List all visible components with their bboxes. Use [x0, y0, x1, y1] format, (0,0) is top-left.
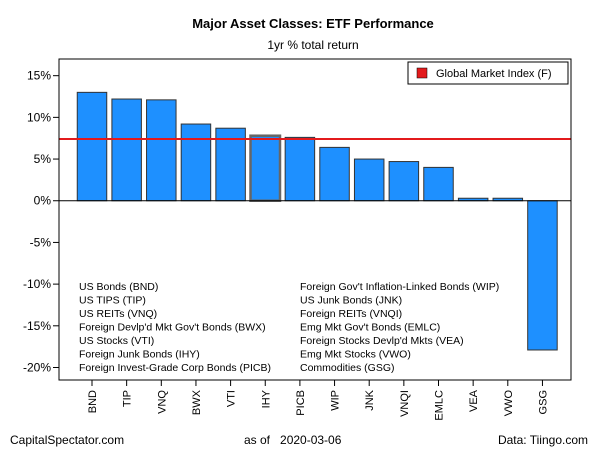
ticker-key-entry: Emg Mkt Gov't Bonds (EMLC): [300, 322, 440, 334]
ticker-key-entry: Foreign Gov't Inflation-Linked Bonds (WI…: [300, 281, 499, 293]
ticker-key-entry: Foreign Invest-Grade Corp Bonds (PICB): [79, 362, 271, 374]
ticker-key-entry: Foreign Stocks Devlp'd Mkts (VEA): [300, 335, 464, 347]
ticker-key-entry: Commodities (GSG): [300, 362, 395, 374]
ticker-key-left: US Bonds (BND) US TIPS (TIP)US REITs (VNQ…: [79, 281, 271, 374]
bar-bwx: [180, 123, 212, 202]
ticker-key-entry: US Stocks (VTI): [79, 335, 154, 347]
bar-picb: [284, 136, 316, 202]
ticker-key-entry: Foreign REITs (VNQI): [300, 308, 402, 320]
bars: [59, 91, 571, 351]
y-tick-label: 10%: [27, 110, 51, 124]
ticker-key-entry: US TIPS (TIP): [79, 295, 146, 307]
y-tick-label: 0%: [34, 194, 52, 208]
legend-label: Global Market Index (F): [436, 68, 552, 80]
ticker-key-entry: US Junk Bonds (JNK): [300, 295, 402, 307]
footer-right: Data: Tiingo.com: [497, 433, 588, 447]
y-tick-label: -20%: [23, 360, 51, 374]
bar-tip: [111, 98, 142, 202]
y-tick-label: -10%: [23, 277, 51, 291]
plot-frame: [58, 58, 572, 381]
x-tick-label: IHY: [260, 389, 272, 408]
bar-emlc: [423, 166, 454, 202]
ticker-key-entry: Emg Mkt Stocks (VWO): [300, 349, 411, 361]
ticker-key-entry: Foreign Junk Bonds (IHY): [79, 349, 200, 361]
x-tick-label: WIP: [330, 390, 342, 411]
x-tick-label: BND: [87, 390, 99, 413]
x-tick-label: TIP: [122, 390, 134, 407]
x-axis: BND TIP VNQ BWX VTI IHY PICB WIP JNK VNQI EMLC VEA V…: [87, 380, 549, 421]
bar-vti: [215, 127, 246, 202]
x-tick-label: PICB: [295, 390, 307, 416]
x-tick-label: EMLC: [434, 390, 446, 421]
footer-left: CapitalSpectator.com: [10, 433, 125, 447]
y-tick-label: -15%: [23, 319, 51, 333]
bar-vnqi: [388, 161, 420, 202]
bar-gsg: [527, 200, 558, 351]
bar-bnd: [76, 91, 108, 202]
x-tick-label: VTI: [226, 390, 238, 407]
ticker-key: US Bonds (BND) US TIPS (TIP)US REITs (VNQ…: [62, 272, 512, 378]
x-tick-label: BWX: [191, 389, 203, 415]
bar-jnk: [353, 158, 385, 202]
bar-ihy: [249, 134, 282, 202]
x-tick-label: GSG: [537, 390, 549, 414]
x-tick-label: VNQI: [399, 390, 411, 417]
x-tick-label: VEA: [468, 389, 480, 412]
y-axis: -20% -15% -10% -5% 0% 5% 10% 15%: [23, 69, 59, 374]
ticker-key-entry: US Bonds (BND): [79, 281, 158, 293]
footer-center: as of 2020-03-06: [244, 433, 342, 447]
ticker-key-entry: US REITs (VNQ): [79, 308, 157, 320]
legend-swatch: [416, 67, 428, 79]
y-tick-label: 15%: [27, 69, 51, 83]
chart-subtitle: 1yr % total return: [267, 38, 358, 52]
chart-title: Major Asset Classes: ETF Performance: [192, 16, 434, 31]
y-tick-label: 5%: [34, 152, 52, 166]
y-tick-label: -5%: [30, 235, 52, 249]
x-tick-label: JNK: [364, 389, 376, 410]
bar-vnq: [146, 99, 177, 202]
ticker-key-entry: Foreign Devlp'd Mkt Gov't Bonds (BWX): [79, 322, 266, 334]
x-tick-label: VWO: [503, 390, 515, 417]
bar-wip: [319, 146, 350, 202]
legend: Global Market Index (F): [407, 61, 569, 85]
x-tick-label: VNQ: [156, 390, 168, 414]
ticker-key-right: Foreign Gov't Inflation-Linked Bonds (WI…: [300, 281, 499, 374]
legend-box: [407, 61, 569, 85]
ticker-key-box: [62, 272, 512, 378]
